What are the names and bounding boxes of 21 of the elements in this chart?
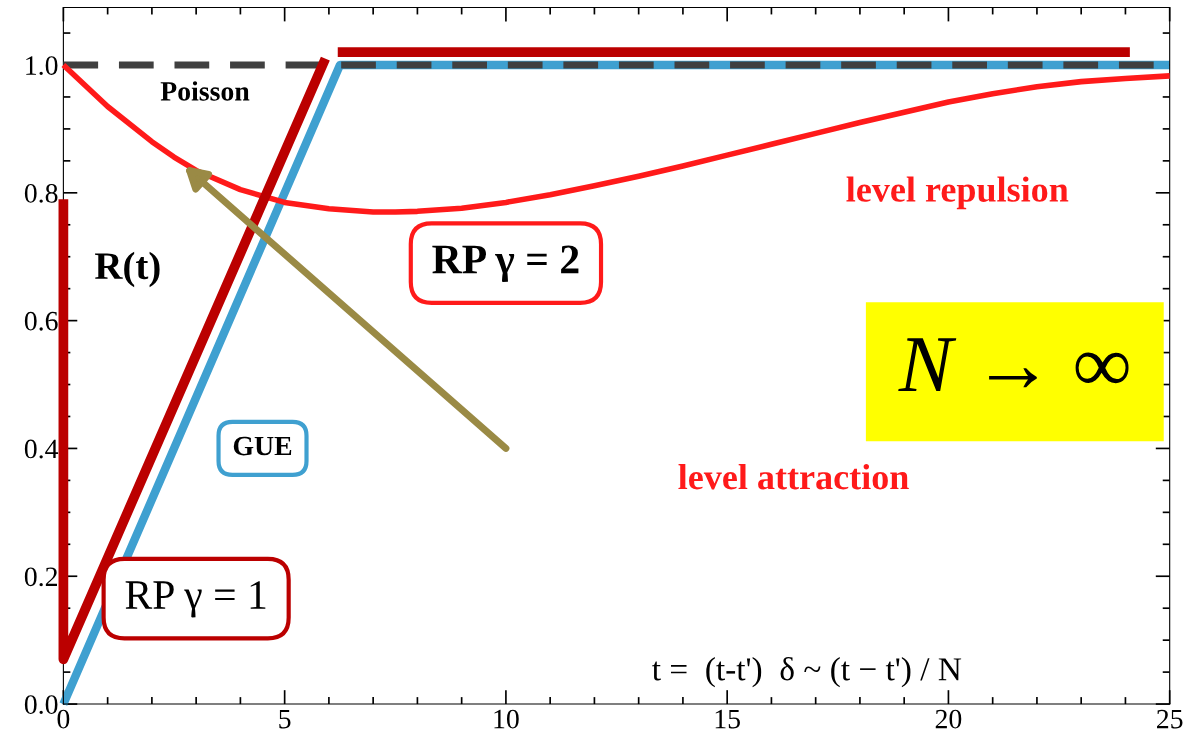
y-tick-label: 0.0 — [24, 695, 58, 715]
annotation: t = (t-t') δ ~ (t − t') / N — [652, 656, 962, 688]
x-tick-label: 10 — [494, 709, 519, 729]
y-tick-label: 0.4 — [24, 439, 59, 459]
annotation: level repulsion — [846, 176, 1069, 210]
x-tick-label: 20 — [935, 709, 962, 729]
x-tick-label: 15 — [715, 709, 740, 729]
x-tick-label: 0 — [57, 709, 70, 729]
x-tick-label: 25 — [1157, 709, 1183, 729]
x-tick-label: 5 — [279, 710, 291, 729]
y-tick-label: 0.8 — [24, 183, 58, 203]
series-label: RP γ = 2 — [432, 245, 579, 283]
y-tick-label: 0.6 — [24, 311, 58, 331]
series-label: RP γ = 1 — [125, 581, 266, 618]
annotation: N → ∞ — [898, 338, 1129, 392]
annotation: level attraction — [678, 464, 909, 490]
y-axis-title: R(t) — [95, 251, 160, 288]
series-label: Poisson — [160, 81, 250, 101]
y-tick-label: 1.0 — [26, 56, 58, 76]
y-tick-label: 0.2 — [24, 567, 57, 587]
series-label: GUE — [233, 436, 292, 456]
